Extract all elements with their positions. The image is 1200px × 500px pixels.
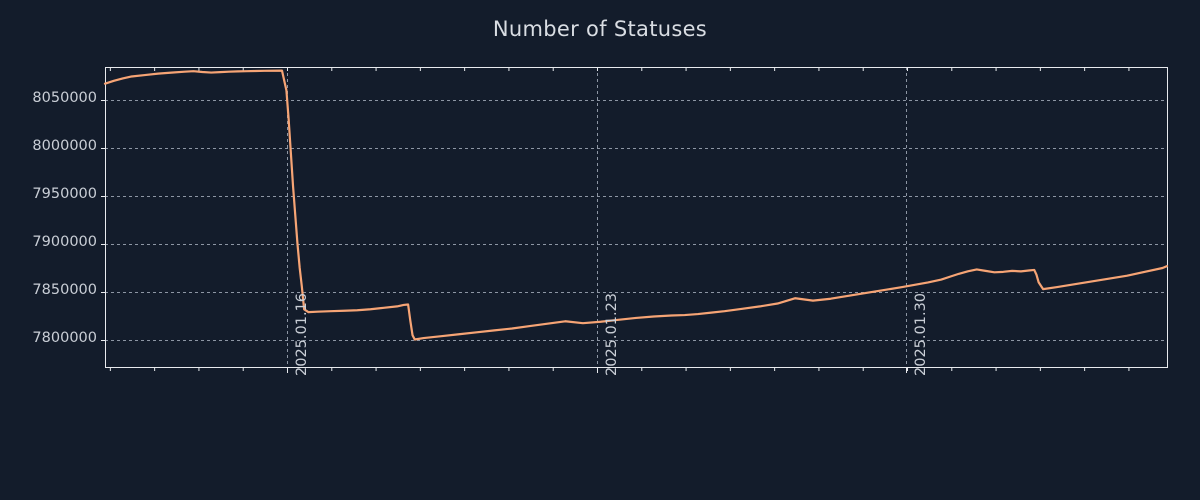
x-axis-tick-label: 2025.01.16 [294,292,310,376]
y-axis-tick-label: 7950000 [32,186,97,202]
x-axis-tick-label: 2025.01.23 [604,292,620,376]
chart-title: Number of Statuses [492,17,708,41]
y-axis-tick-label: 8050000 [32,90,97,106]
grid-lines [105,67,1167,367]
y-axis-tick-label: 7800000 [32,330,97,346]
data-series [103,69,1169,341]
plot-frame [105,67,1168,368]
x-axis-tick-label: 2025.01.30 [913,292,929,376]
series-line-number-of-statuses [103,69,1169,341]
y-axis-tick-label: 7900000 [32,234,97,250]
plot-border [105,67,1168,368]
y-axis-tick-label: 8000000 [32,138,97,154]
y-axis-tick-label: 7850000 [32,282,97,298]
y-axis-tick-labels: 7800000 7850000 7900000 7950000 8000000 80500… [0,0,97,500]
axis-ticks [101,67,1130,373]
